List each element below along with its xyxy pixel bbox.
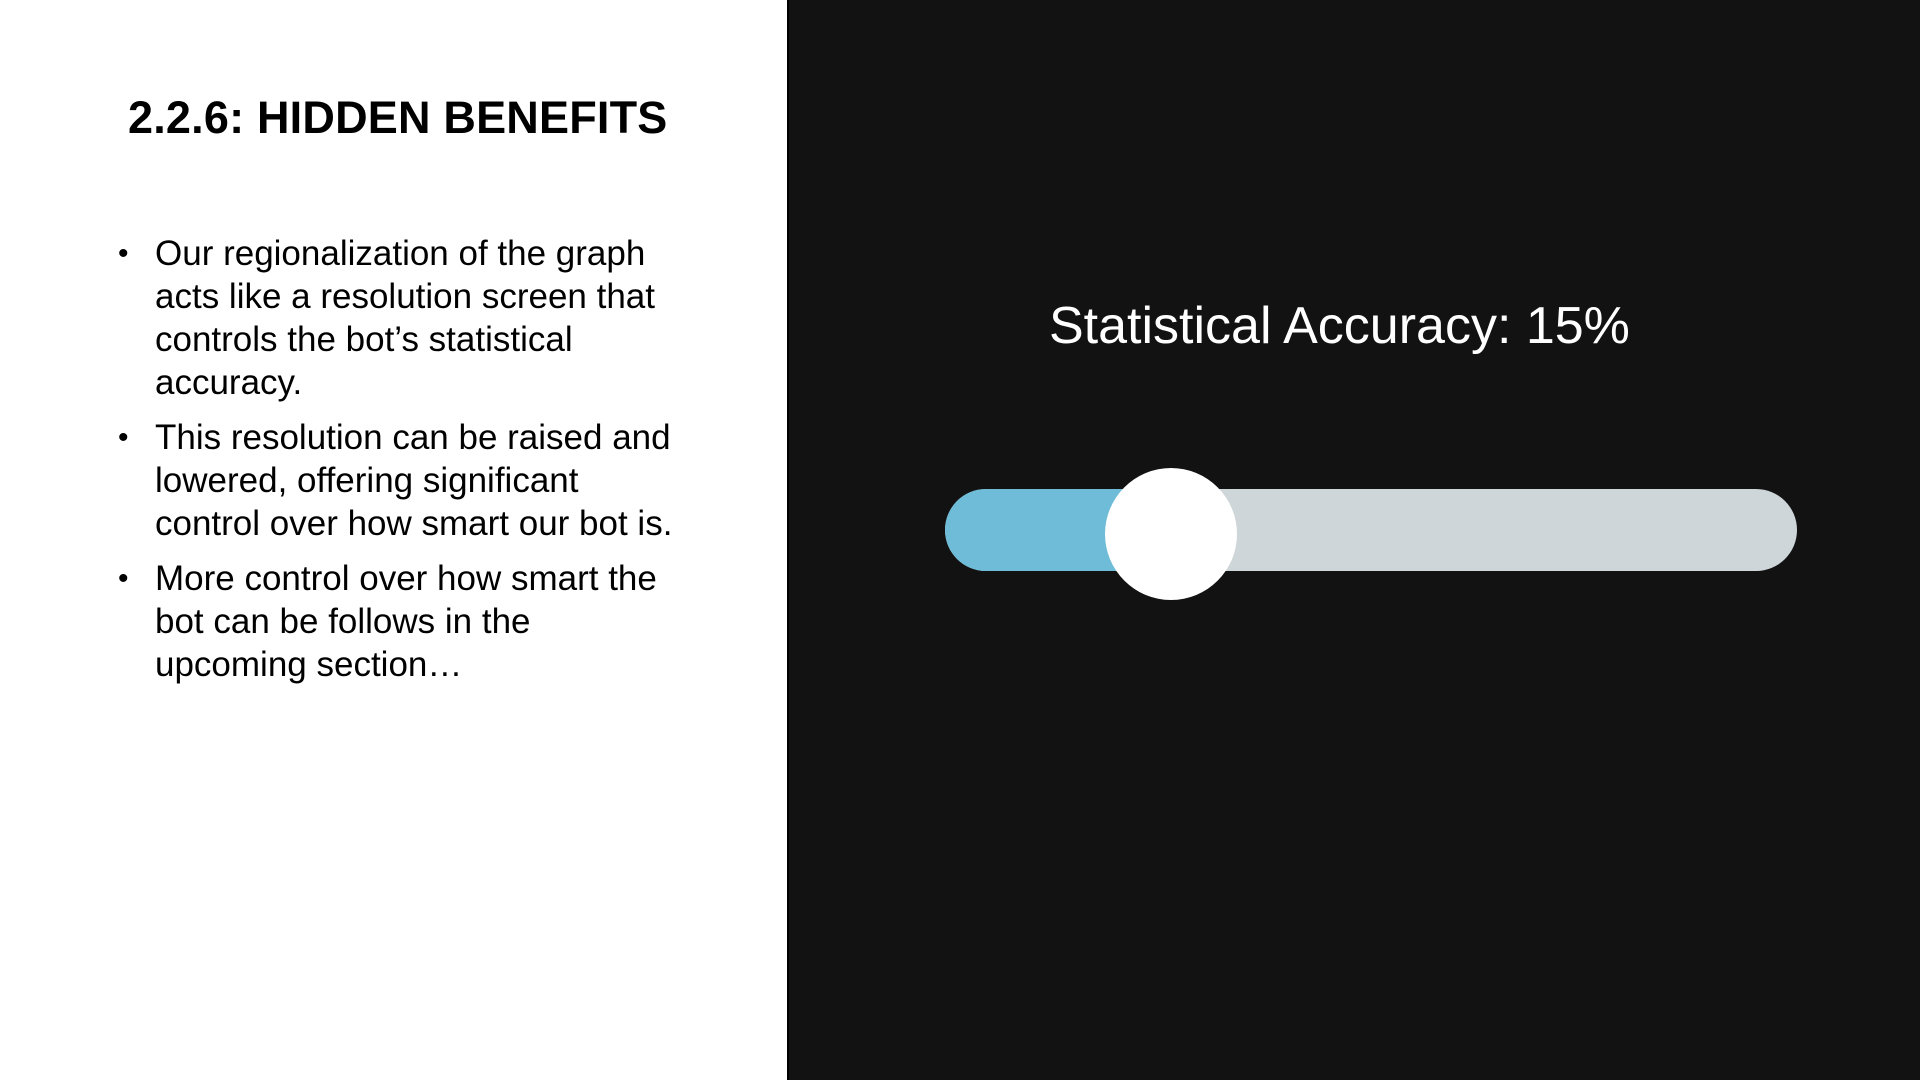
bullet-dot-icon: • [118, 562, 129, 595]
accuracy-label: Statistical Accuracy: 15% [1049, 297, 1630, 355]
bullet-list: • Our regionalization of the graph acts … [118, 232, 678, 698]
bullet-text: Our regionalization of the graph acts li… [155, 234, 655, 402]
accuracy-slider[interactable] [945, 468, 1797, 610]
text-panel: 2.2.6: HIDDEN BENEFITS • Our regionaliza… [0, 0, 787, 1080]
slide-title: 2.2.6: HIDDEN BENEFITS [128, 92, 668, 143]
slider-thumb[interactable] [1104, 468, 1237, 600]
bullet-text: This resolution can be raised and lowere… [155, 418, 673, 543]
bullet-item: • This resolution can be raised and lowe… [118, 416, 678, 545]
bullet-text: More control over how smart the bot can … [155, 559, 657, 684]
bullet-dot-icon: • [118, 237, 129, 270]
slider-track[interactable] [945, 489, 1797, 571]
bullet-item: • Our regionalization of the graph acts … [118, 232, 678, 404]
bullet-dot-icon: • [118, 421, 129, 454]
bullet-item: • More control over how smart the bot ca… [118, 557, 678, 686]
demo-panel: Statistical Accuracy: 15% [787, 0, 1920, 1080]
